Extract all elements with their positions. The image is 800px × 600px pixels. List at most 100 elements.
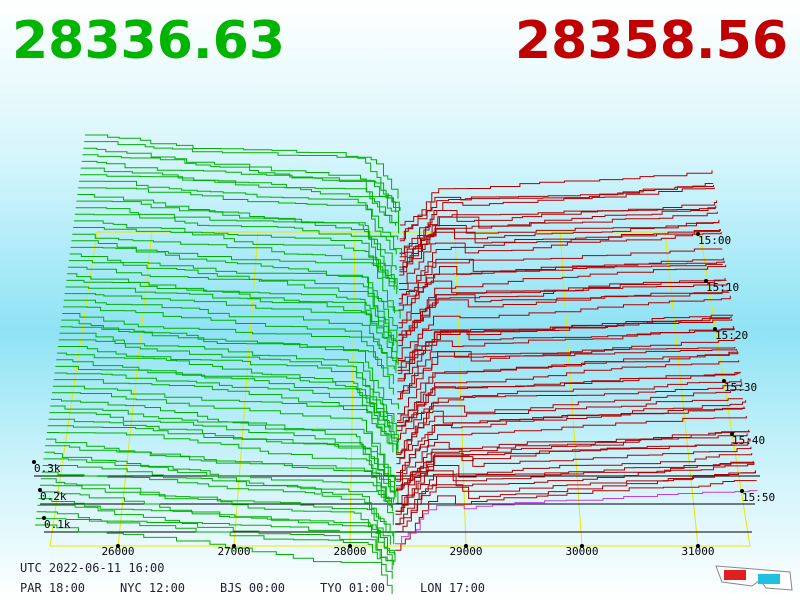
ask-line: [395, 438, 751, 491]
bid-line: [44, 451, 396, 563]
ask-line: [398, 289, 729, 347]
bid-line: [40, 484, 395, 566]
bid-line: [38, 498, 391, 545]
volume-tick: [32, 460, 36, 464]
ask-line: [399, 183, 714, 242]
price-tick: [116, 544, 120, 548]
ask-line: [395, 460, 754, 515]
ask-line: [398, 264, 727, 335]
clock: PAR 18:00: [20, 581, 85, 595]
bid-line: [46, 438, 392, 508]
ask-line: [399, 229, 721, 290]
bid-line: [58, 339, 397, 435]
bid-line: [82, 154, 400, 212]
ask-line: [399, 200, 718, 254]
ask-line: [397, 350, 738, 415]
bid-line: [41, 471, 394, 537]
bid-line: [36, 511, 393, 579]
ask-line: [398, 279, 727, 324]
bid-line: [57, 352, 399, 453]
ask-line: [399, 207, 716, 258]
clock: NYC 12:00: [120, 581, 185, 595]
ask-line: [399, 219, 720, 268]
utc-time: UTC 2022-06-11 16:00: [20, 561, 165, 575]
bid-line: [61, 319, 394, 385]
bid-line: [74, 213, 402, 257]
bid-line: [49, 412, 395, 500]
time-label: 15:50: [742, 491, 775, 504]
time-label: 15:40: [732, 434, 765, 447]
bid-line: [79, 174, 401, 211]
bid-line: [63, 299, 397, 373]
ask-line: [398, 283, 728, 336]
ask-line: [396, 371, 741, 427]
bid-line: [66, 279, 398, 353]
bid-line: [47, 425, 396, 494]
ask-line: [398, 248, 723, 300]
bid-line: [77, 194, 397, 270]
time-tick: [713, 327, 717, 331]
bid-line: [37, 504, 395, 555]
price-label: 28000: [333, 545, 366, 558]
ask-line: [397, 314, 734, 380]
ask-line: [396, 416, 747, 482]
ask-line: [397, 360, 740, 423]
ask-line: [396, 400, 747, 473]
bid-line: [85, 134, 397, 213]
bid-line: [64, 293, 398, 364]
time-tick: [696, 232, 700, 236]
ask-line: [395, 446, 752, 504]
volume-label: 0.2k: [40, 490, 67, 503]
volume-label: 0.1k: [44, 518, 71, 531]
ask-line: [399, 205, 717, 262]
ask-line: [396, 407, 746, 465]
price-label: 30000: [565, 545, 598, 558]
ask-line: [397, 352, 739, 422]
bid-line: [53, 379, 394, 453]
ask-line: [395, 453, 753, 512]
ask-price: 28358.56: [515, 11, 788, 71]
price-label: 26000: [101, 545, 134, 558]
volume-label: 0.3k: [34, 462, 61, 475]
ask-line: [399, 187, 715, 255]
bid-line: [42, 465, 393, 507]
bid-line: [81, 160, 399, 225]
ask-line: [396, 382, 743, 440]
bid-line: [72, 233, 398, 290]
bid-line: [69, 253, 396, 314]
bid-line: [62, 313, 395, 370]
price-label: 31000: [681, 545, 714, 558]
time-tick: [704, 279, 708, 283]
ask-line: [397, 348, 737, 393]
time-label: 15:10: [706, 281, 739, 294]
time-label: 15:30: [724, 381, 757, 394]
bid-line: [62, 306, 394, 395]
bid-line: [59, 332, 395, 422]
clock: TYO 01:00: [320, 581, 385, 595]
ask-line: [395, 462, 755, 525]
bid-line: [51, 392, 396, 487]
price-label: 29000: [449, 545, 482, 558]
ask-line: [395, 431, 750, 489]
ask-line: [395, 480, 757, 551]
ask-line: [395, 470, 756, 533]
bid-line: [45, 445, 397, 498]
bid-line: [60, 326, 399, 409]
ask-line: [396, 442, 749, 491]
ask-line: [399, 229, 721, 276]
3d-glasses-icon: [715, 565, 793, 591]
bid-line: [56, 359, 398, 450]
ask-line: [395, 490, 758, 545]
bid-line: [79, 180, 397, 255]
price-tick: [580, 544, 584, 548]
bid-line: [83, 147, 399, 234]
ask-line: [400, 170, 713, 226]
bid-line: [68, 266, 395, 346]
bid-line: [46, 432, 394, 503]
bid-line: [40, 478, 395, 545]
ask-line: [396, 389, 744, 454]
ask-line: [398, 257, 724, 304]
bid-line: [57, 346, 395, 440]
depth-lines: [35, 134, 758, 594]
